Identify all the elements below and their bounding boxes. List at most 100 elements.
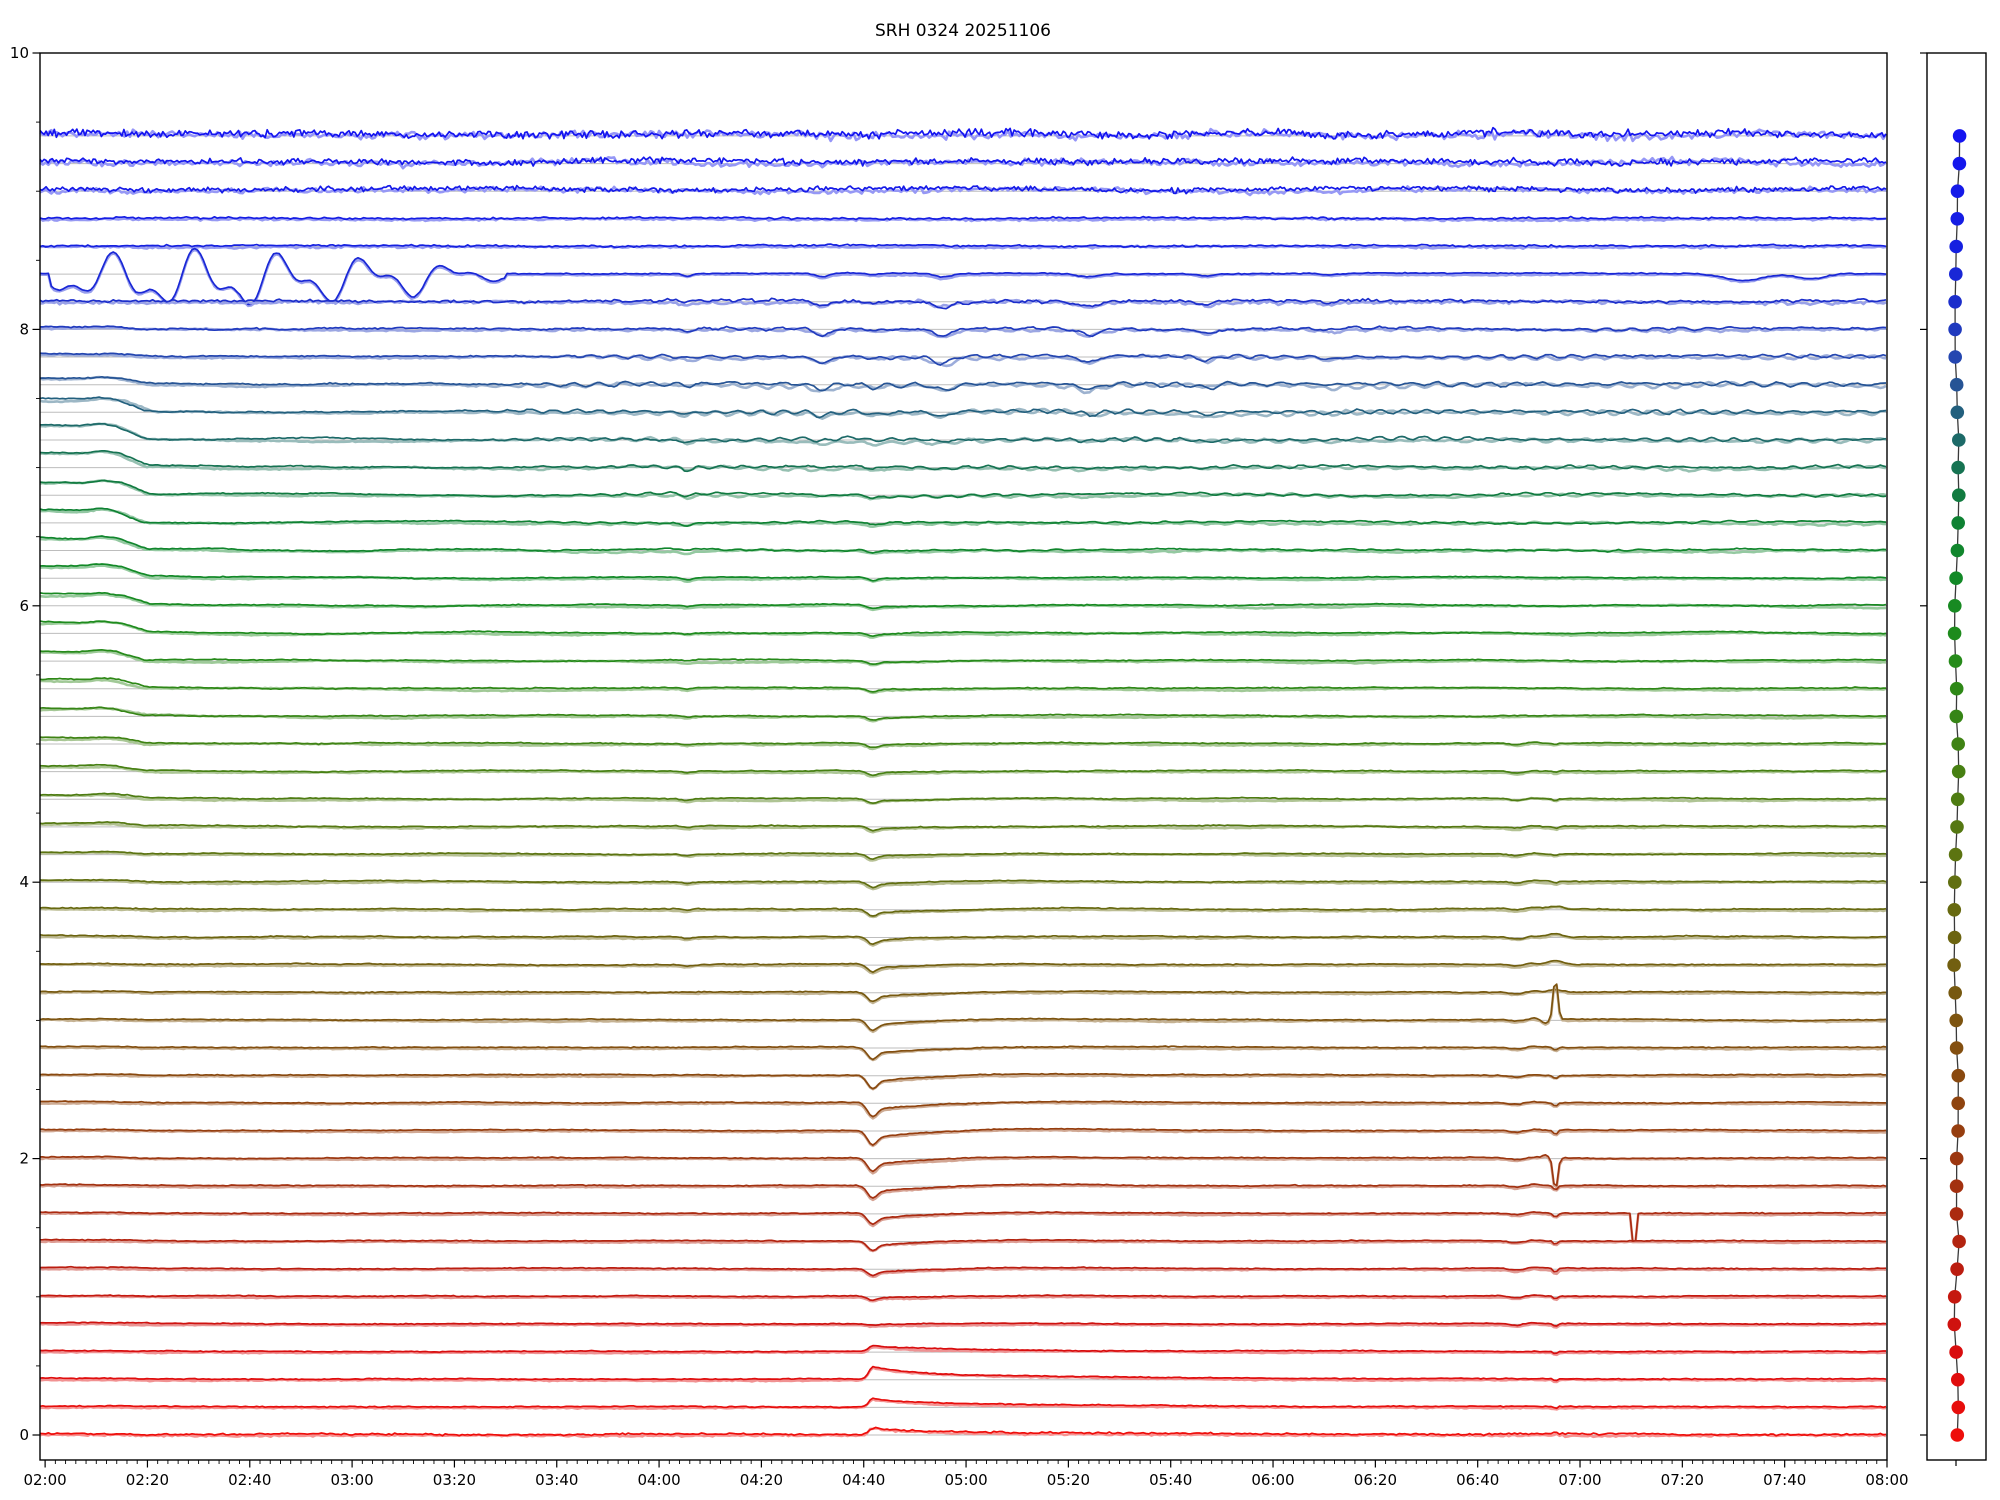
trace-0.0 bbox=[39, 1426, 1887, 1439]
trace-8.6 bbox=[39, 243, 1887, 250]
frequency-dot bbox=[1950, 184, 1965, 198]
trace-5.0 bbox=[39, 736, 1887, 751]
trace-6.4 bbox=[39, 535, 1887, 556]
trace-9.2 bbox=[39, 155, 1887, 170]
y-tick-label: 2 bbox=[19, 1150, 29, 1168]
trace-4.0 bbox=[39, 878, 1887, 891]
trace-lines bbox=[39, 126, 1888, 1439]
frequency-dot bbox=[1950, 792, 1965, 807]
trace-7.2 bbox=[39, 422, 1887, 447]
x-tick-label: 03:20 bbox=[433, 1471, 476, 1489]
trace-2.0 bbox=[39, 1153, 1887, 1189]
frequency-dot bbox=[1952, 433, 1966, 447]
frequency-dot bbox=[1950, 212, 1965, 226]
x-tick-label: 03:00 bbox=[330, 1471, 373, 1489]
trace-4.6 bbox=[39, 792, 1887, 805]
trace-6.0 bbox=[39, 591, 1887, 612]
trace-5.6 bbox=[39, 648, 1887, 667]
y-tick-label: 10 bbox=[10, 44, 29, 62]
y-tick-label: 4 bbox=[19, 873, 29, 891]
y-tick-label: 8 bbox=[19, 320, 29, 338]
frequency-profile-panel bbox=[1920, 52, 1987, 1466]
frequency-dot bbox=[1950, 405, 1965, 420]
trace-8.2 bbox=[39, 297, 1887, 310]
trace-1.0 bbox=[39, 1294, 1887, 1303]
frequency-dot bbox=[1951, 1400, 1966, 1415]
frequency-dot bbox=[1949, 1151, 1964, 1166]
x-tick-label: 08:00 bbox=[1865, 1471, 1908, 1489]
trace-2.8 bbox=[39, 1045, 1887, 1062]
frequency-dot bbox=[1950, 820, 1964, 834]
frequency-dot bbox=[1948, 295, 1962, 309]
trace-7.4 bbox=[39, 396, 1887, 420]
trace-3.0 bbox=[39, 983, 1887, 1034]
trace-8.4 bbox=[39, 247, 1887, 308]
x-tick-label: 07:00 bbox=[1558, 1471, 1601, 1489]
frequency-dot bbox=[1951, 1124, 1965, 1138]
trace-4.8 bbox=[39, 763, 1887, 778]
frequency-dot bbox=[1947, 903, 1962, 917]
trace-9.4 bbox=[39, 126, 1888, 143]
frequency-dot bbox=[1951, 1372, 1965, 1387]
plot-border bbox=[39, 52, 1888, 1461]
trace-7.8 bbox=[39, 352, 1887, 368]
trace-2.4 bbox=[39, 1100, 1886, 1120]
x-tick-label: 06:00 bbox=[1251, 1471, 1294, 1489]
trace-2.6 bbox=[39, 1072, 1887, 1091]
frequency-dot bbox=[1949, 1179, 1964, 1193]
trace-7.6 bbox=[39, 375, 1887, 395]
trace-1.2 bbox=[39, 1265, 1887, 1279]
trace-6.8 bbox=[39, 479, 1887, 501]
x-tick-label: 06:20 bbox=[1354, 1471, 1397, 1489]
frequency-dot bbox=[1949, 571, 1963, 585]
x-tick-label: 03:40 bbox=[535, 1471, 578, 1489]
frequency-dot bbox=[1947, 626, 1962, 641]
trace-3.6 bbox=[39, 932, 1887, 947]
x-tick-label: 07:40 bbox=[1763, 1471, 1806, 1489]
trace-8.8 bbox=[39, 215, 1887, 223]
trace-1.6 bbox=[39, 1211, 1887, 1244]
frequency-dot bbox=[1951, 764, 1966, 779]
trace-5.8 bbox=[39, 620, 1887, 639]
x-tick-label: 04:20 bbox=[740, 1471, 783, 1489]
frequency-dot bbox=[1949, 267, 1963, 281]
trace-0.6 bbox=[39, 1344, 1887, 1357]
frequency-dot bbox=[1949, 1041, 1964, 1055]
trace-3.4 bbox=[39, 959, 1887, 975]
trace-5.2 bbox=[39, 706, 1887, 723]
trace-2.2 bbox=[39, 1127, 1887, 1148]
frequency-dot bbox=[1947, 1290, 1962, 1304]
y-tick-label: 0 bbox=[19, 1426, 29, 1444]
frequency-dot bbox=[1947, 930, 1962, 945]
frequency-dot bbox=[1948, 875, 1962, 889]
x-tick-label: 05:20 bbox=[1047, 1471, 1090, 1489]
frequency-dot bbox=[1947, 1317, 1962, 1332]
frequency-dot bbox=[1952, 129, 1967, 143]
x-tick-label: 02:20 bbox=[126, 1471, 169, 1489]
frequency-dot bbox=[1949, 239, 1963, 254]
frequency-dot bbox=[1949, 377, 1964, 392]
x-tick-label: 02:00 bbox=[23, 1471, 66, 1489]
trace-4.2 bbox=[39, 850, 1887, 862]
trace-0.2 bbox=[39, 1397, 1887, 1411]
frequency-dot bbox=[1949, 709, 1964, 724]
trace-0.8 bbox=[39, 1321, 1887, 1329]
frequency-dot bbox=[1950, 1262, 1964, 1276]
trace-7.0 bbox=[39, 449, 1887, 473]
x-tick-label: 04:40 bbox=[842, 1471, 885, 1489]
frequency-dot bbox=[1947, 958, 1961, 972]
frequency-dot bbox=[1949, 681, 1964, 696]
trace-0.4 bbox=[39, 1365, 1887, 1384]
tick-labels: 02:00 02:20 02:40 03:00 03:20 03:40 04:00 04:20… bbox=[10, 44, 1909, 1489]
frequency-dot bbox=[1949, 1345, 1963, 1359]
x-tick-label: 04:00 bbox=[637, 1471, 680, 1489]
trace-3.8 bbox=[39, 905, 1887, 919]
frequency-dot bbox=[1948, 599, 1962, 613]
x-tick-label: 05:40 bbox=[1149, 1471, 1192, 1489]
main-axes: 02:00 02:20 02:40 03:00 03:20 03:40 04:00 04:20… bbox=[10, 44, 1909, 1489]
trace-5.4 bbox=[39, 677, 1887, 695]
frequency-dot bbox=[1948, 654, 1963, 668]
frequency-dot bbox=[1951, 1068, 1966, 1083]
